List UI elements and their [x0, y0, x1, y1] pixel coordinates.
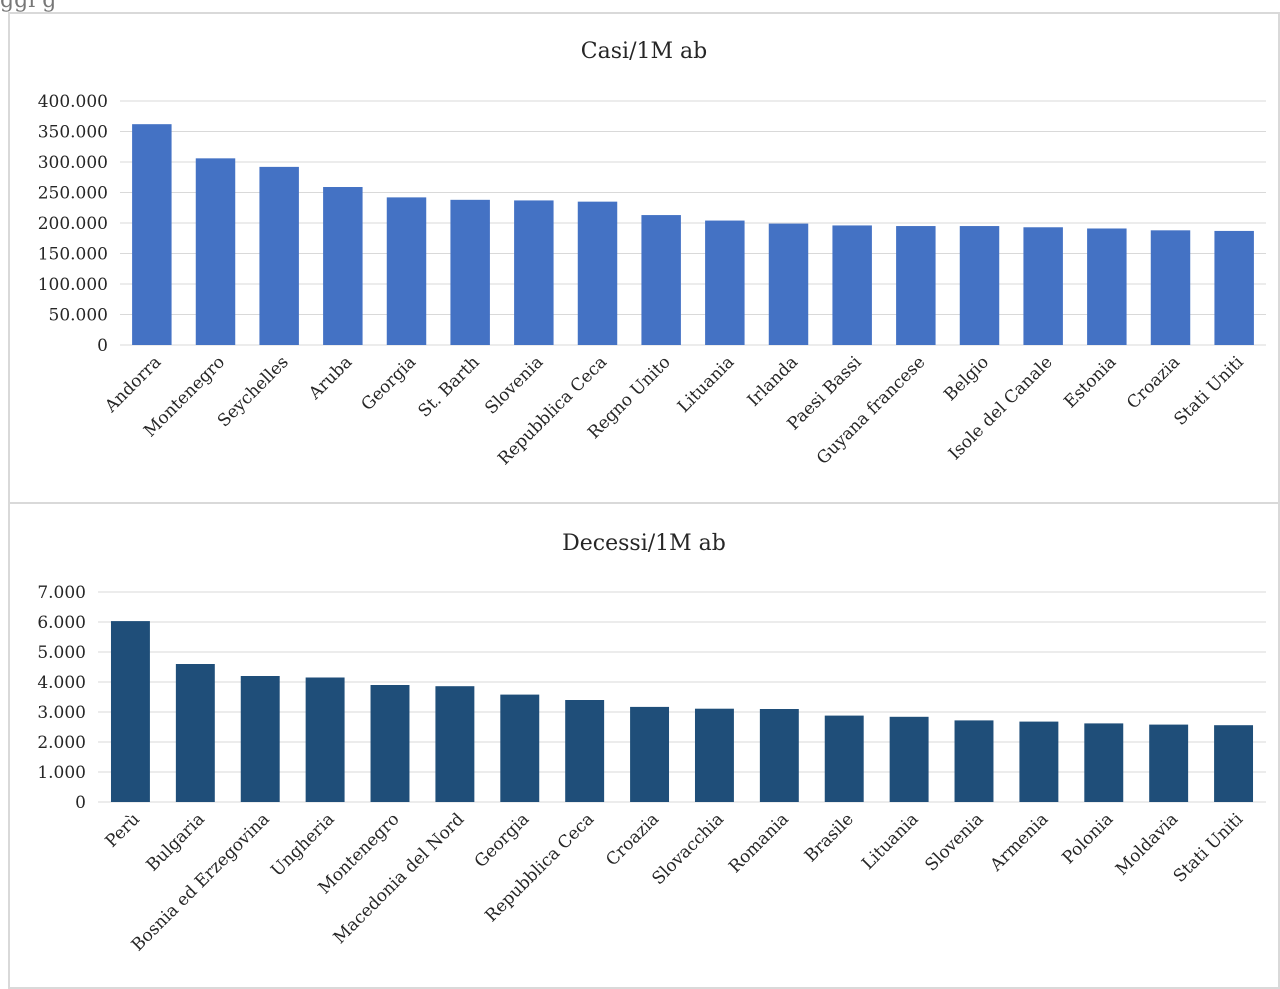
- chart-title: Decessi/1M ab: [562, 531, 726, 556]
- y-tick-label: 250.000: [38, 184, 108, 204]
- bar: [705, 220, 745, 345]
- y-tick-label: 50.000: [49, 306, 108, 326]
- x-tick-label: Lituania: [858, 809, 922, 873]
- x-tick-label: Slovenia: [921, 809, 987, 875]
- y-tick-label: 200.000: [38, 214, 108, 234]
- x-tick-label: Guyana francese: [813, 352, 929, 468]
- bar: [630, 706, 670, 802]
- x-tick-label: Brasile: [801, 809, 858, 866]
- bar: [514, 200, 554, 345]
- y-tick-label: 300.000: [38, 153, 108, 173]
- deaths-chart: Decessi/1M ab 0 1.000 2.000 3.000 4.000 5.000…: [37, 531, 1266, 955]
- bar: [959, 226, 1000, 345]
- bar: [889, 716, 929, 802]
- bar: [386, 197, 427, 345]
- y-tick-label: 2.000: [37, 733, 86, 753]
- bar: [1214, 230, 1254, 345]
- bar: [323, 187, 363, 345]
- bar: [450, 199, 490, 345]
- bar: [1150, 230, 1191, 345]
- bar: [641, 215, 681, 345]
- bar: [768, 223, 809, 345]
- deaths-chart-panel: Decessi/1M ab 0 1.000 2.000 3.000 4.000 5.000…: [8, 502, 1280, 989]
- x-tick-label: Croazia: [1123, 352, 1184, 413]
- x-tick-label: Macedonia del Nord: [330, 809, 469, 948]
- x-tick-label: Andorra: [101, 352, 166, 417]
- x-tick-label: Repubblica Ceca: [494, 352, 611, 469]
- bar: [305, 677, 345, 802]
- x-tick-label: Slovenia: [481, 352, 547, 418]
- x-tick-label: Georgia: [471, 809, 534, 872]
- bar: [435, 686, 475, 802]
- bar: [577, 201, 618, 345]
- bar: [1149, 724, 1189, 802]
- y-tick-label: 0: [75, 793, 86, 813]
- y-tick-label: 0: [97, 336, 108, 356]
- bar: [259, 166, 299, 345]
- x-tick-label: Georgia: [357, 352, 420, 415]
- x-tick-label: Belgio: [940, 352, 993, 405]
- bar: [1084, 723, 1124, 802]
- bar: [240, 676, 280, 802]
- bar: [1214, 725, 1254, 802]
- y-tick-label: 6.000: [37, 613, 86, 633]
- bar: [195, 158, 236, 345]
- x-tick-label: Stati Uniti: [1170, 809, 1248, 887]
- chart-title: Casi/1M ab: [581, 39, 707, 64]
- bar: [1087, 228, 1127, 345]
- header-fragment: ggi g: [0, 0, 57, 13]
- x-tick-label: Bulgaria: [143, 809, 209, 875]
- bar: [759, 709, 799, 802]
- x-tick-label: Irlanda: [744, 352, 802, 410]
- bar: [694, 708, 734, 802]
- bar: [824, 715, 864, 802]
- x-tick-label: Perù: [102, 809, 144, 851]
- bar: [175, 664, 215, 802]
- bar: [896, 226, 936, 345]
- cases-chart: Casi/1M ab 0 50.000 100.000 150.000 200.000 2…: [38, 39, 1266, 469]
- y-tick-label: 5.000: [37, 643, 86, 663]
- y-tick-label: 7.000: [37, 583, 86, 603]
- y-tick-label: 400.000: [38, 92, 108, 112]
- y-tick-label: 4.000: [37, 673, 86, 693]
- x-tick-label: Aruba: [304, 352, 356, 404]
- bar: [954, 720, 994, 802]
- y-tick-label: 3.000: [37, 703, 86, 723]
- bar: [832, 225, 872, 345]
- x-tick-label: Romania: [725, 809, 793, 877]
- x-tick-label: Croazia: [602, 809, 663, 870]
- bar: [132, 124, 172, 346]
- bar: [110, 621, 150, 802]
- x-tick-label: Estonia: [1060, 352, 1120, 412]
- x-tick-label: St. Barth: [415, 352, 484, 421]
- x-tick-label: Stati Uniti: [1170, 352, 1248, 430]
- cases-chart-panel: Casi/1M ab 0 50.000 100.000 150.000 200.000 2…: [8, 12, 1280, 504]
- y-tick-label: 100.000: [38, 275, 108, 295]
- y-tick-label: 150.000: [38, 245, 108, 265]
- bar: [1019, 721, 1059, 802]
- bar: [565, 700, 605, 802]
- x-tick-label: Lituania: [674, 352, 738, 416]
- x-tick-label: Moldavia: [1112, 809, 1182, 879]
- x-tick-label: Polonia: [1058, 809, 1117, 868]
- y-tick-label: 1.000: [37, 763, 86, 783]
- bar: [500, 694, 540, 802]
- y-tick-label: 350.000: [38, 123, 108, 143]
- bar: [1023, 227, 1063, 345]
- bar: [370, 685, 410, 802]
- x-tick-label: Repubblica Ceca: [481, 809, 598, 926]
- x-tick-label: Armenia: [986, 809, 1053, 876]
